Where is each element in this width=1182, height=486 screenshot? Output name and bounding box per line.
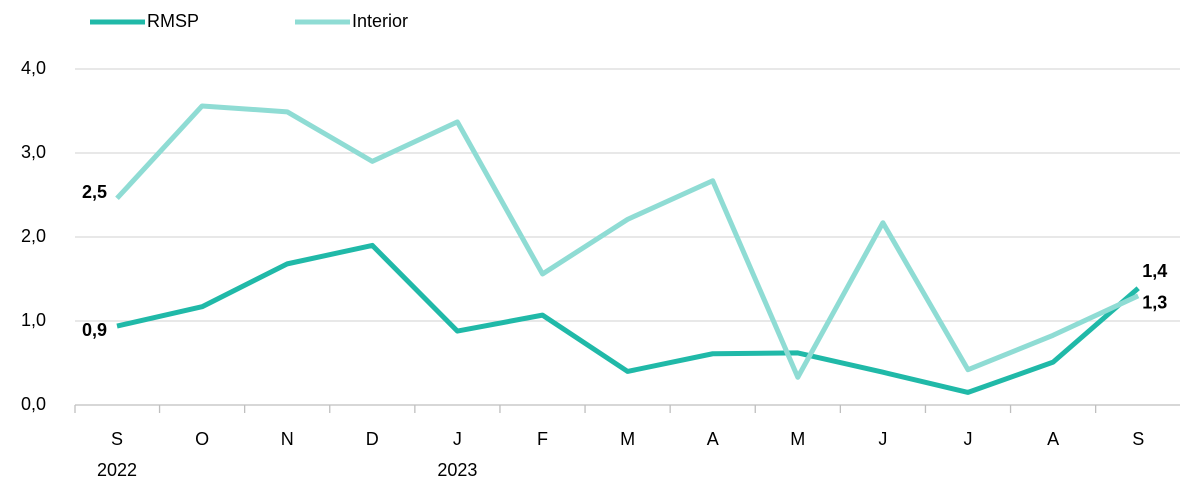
y-tick-label: 3,0 — [21, 142, 46, 162]
x-tick-label: S — [111, 429, 123, 449]
value-label: 1,3 — [1142, 293, 1167, 313]
x-tick-label: M — [790, 429, 805, 449]
y-tick-label: 0,0 — [21, 394, 46, 414]
y-tick-label: 2,0 — [21, 226, 46, 246]
legend-label: RMSP — [147, 11, 199, 31]
value-label: 2,5 — [82, 182, 107, 202]
x-tick-label: M — [620, 429, 635, 449]
x-tick-label: J — [878, 429, 887, 449]
x-tick-label: J — [964, 429, 973, 449]
series-line — [115, 103, 1140, 380]
value-label: 0,9 — [82, 320, 107, 340]
legend-label: Interior — [352, 11, 408, 31]
x-group-label: 2022 — [97, 460, 137, 480]
x-group-label: 2023 — [437, 460, 477, 480]
x-tick-label: S — [1132, 429, 1144, 449]
x-tick-label: N — [281, 429, 294, 449]
y-tick-label: 4,0 — [21, 58, 46, 78]
x-tick-label: F — [537, 429, 548, 449]
series-line — [116, 242, 1140, 395]
x-tick-label: A — [707, 429, 719, 449]
y-tick-label: 1,0 — [21, 310, 46, 330]
x-tick-label: D — [366, 429, 379, 449]
x-tick-label: J — [453, 429, 462, 449]
value-label: 1,4 — [1142, 261, 1167, 281]
x-tick-label: O — [195, 429, 209, 449]
x-tick-label: A — [1047, 429, 1059, 449]
